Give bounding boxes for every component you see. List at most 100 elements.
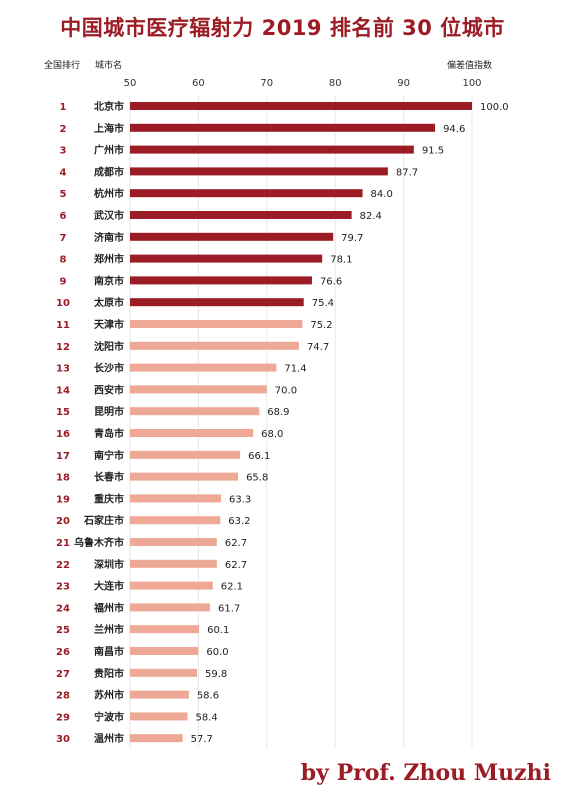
x-tick-label: 70 — [260, 78, 273, 89]
bar — [130, 211, 352, 219]
city-label: 温州市 — [94, 732, 124, 745]
value-label: 60.1 — [207, 625, 229, 636]
rank-label: 21 — [56, 538, 70, 549]
city-label: 北京市 — [94, 100, 124, 113]
rank-label: 10 — [56, 298, 70, 309]
bar — [130, 516, 221, 525]
rank-label: 26 — [56, 647, 70, 658]
bar — [130, 407, 260, 416]
city-label: 上海市 — [94, 122, 124, 135]
city-label: 贵阳市 — [94, 667, 124, 680]
bar — [130, 494, 221, 503]
rank-label: 1 — [60, 102, 67, 113]
bar — [130, 603, 211, 612]
bar — [130, 690, 189, 699]
city-label: 武汉市 — [94, 209, 124, 222]
value-label: 75.2 — [310, 320, 332, 331]
city-column-header: 城市名 — [95, 61, 123, 71]
bar — [130, 429, 254, 437]
bar — [130, 559, 217, 568]
city-label: 南京市 — [94, 274, 124, 287]
rank-label: 5 — [60, 189, 67, 200]
bar — [130, 232, 334, 241]
rank-label: 15 — [56, 407, 70, 418]
author-signature: by Prof. Zhou Muzhi — [300, 760, 551, 786]
rank-label: 3 — [60, 146, 67, 157]
rank-column-header: 全国排行 — [44, 61, 81, 71]
city-label: 广州市 — [94, 144, 124, 157]
bar — [130, 385, 267, 394]
rank-label: 6 — [60, 211, 67, 222]
bar — [130, 668, 198, 677]
bar — [130, 363, 277, 372]
rank-label: 22 — [56, 560, 70, 571]
city-label: 青岛市 — [94, 427, 124, 440]
bar — [130, 320, 303, 328]
bar — [130, 450, 241, 459]
value-label: 59.8 — [205, 669, 227, 680]
city-label: 苏州市 — [94, 689, 124, 702]
rank-label: 23 — [56, 582, 70, 593]
rank-label: 27 — [56, 669, 70, 680]
city-label: 重庆市 — [94, 492, 124, 505]
value-label: 62.7 — [225, 538, 247, 549]
value-label: 62.7 — [225, 560, 247, 571]
city-label: 西安市 — [94, 383, 124, 396]
rank-label: 12 — [56, 342, 70, 353]
city-label: 杭州市 — [94, 187, 124, 200]
rank-label: 28 — [56, 691, 70, 702]
city-label: 济南市 — [94, 231, 124, 244]
rank-label: 19 — [56, 494, 70, 505]
bar — [130, 167, 388, 176]
city-label: 郑州市 — [94, 253, 124, 266]
value-label: 76.6 — [320, 276, 342, 287]
city-label: 深圳市 — [94, 558, 124, 571]
city-label: 昆明市 — [94, 405, 124, 418]
rank-label: 17 — [56, 451, 70, 462]
city-label: 南昌市 — [94, 645, 124, 658]
value-label: 57.7 — [191, 734, 213, 745]
value-label: 87.7 — [396, 167, 418, 178]
bar — [130, 123, 436, 132]
value-label: 74.7 — [307, 342, 329, 353]
value-label: 58.4 — [195, 712, 217, 723]
rank-label: 18 — [56, 473, 70, 484]
bar — [130, 581, 213, 590]
value-label: 84.0 — [371, 189, 393, 200]
rank-label: 16 — [56, 429, 70, 440]
bar — [130, 102, 472, 110]
rank-label: 9 — [60, 276, 67, 287]
city-label: 石家庄市 — [83, 514, 124, 527]
city-label: 兰州市 — [94, 623, 124, 636]
rank-label: 7 — [60, 233, 67, 244]
city-label: 长沙市 — [94, 362, 124, 375]
value-label: 68.9 — [267, 407, 289, 418]
bar — [130, 734, 183, 743]
bar — [130, 254, 323, 263]
bar — [130, 298, 304, 307]
rank-label: 8 — [60, 255, 67, 266]
x-tick-label: 50 — [124, 78, 137, 89]
bar — [130, 647, 199, 655]
city-label: 宁波市 — [94, 710, 124, 723]
city-label: 福州市 — [93, 601, 124, 614]
city-label: 长春市 — [94, 471, 124, 484]
bar — [130, 189, 363, 198]
value-label: 68.0 — [261, 429, 283, 440]
rank-label: 30 — [56, 734, 70, 745]
rank-label: 11 — [56, 320, 70, 331]
rank-label: 25 — [56, 625, 70, 636]
value-label: 61.7 — [218, 603, 240, 614]
index-column-header: 偏差值指数 — [447, 61, 493, 71]
bar — [130, 625, 200, 634]
city-label: 天津市 — [94, 318, 124, 331]
value-label: 91.5 — [422, 146, 444, 157]
rank-label: 24 — [56, 603, 70, 614]
rank-label: 13 — [56, 364, 70, 375]
value-label: 70.0 — [275, 385, 297, 396]
city-label: 南宁市 — [94, 449, 124, 462]
value-label: 62.1 — [221, 582, 243, 593]
bar — [130, 145, 414, 154]
bar — [130, 276, 312, 285]
